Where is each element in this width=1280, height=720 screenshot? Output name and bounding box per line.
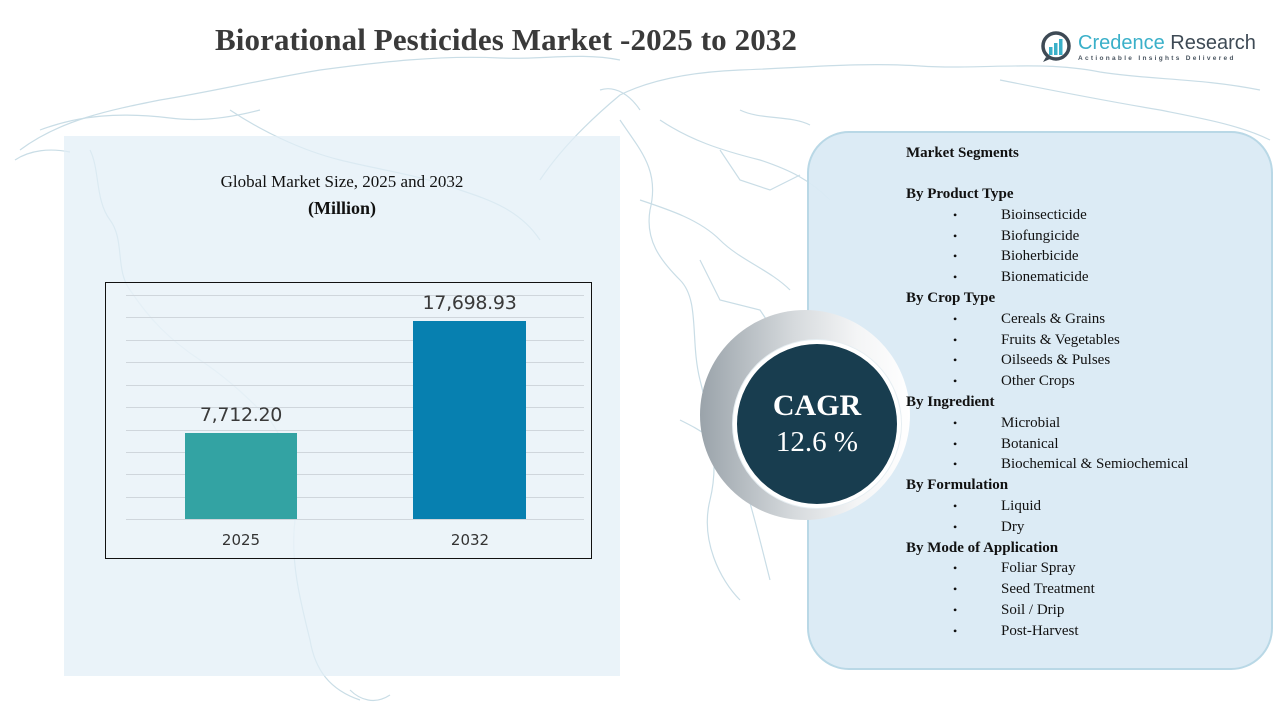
- bullet-icon: •: [953, 561, 958, 576]
- bullet-icon: •: [953, 436, 958, 451]
- bullet-icon: •: [953, 332, 958, 347]
- segment-item-label: Liquid: [1001, 497, 1041, 514]
- segment-list-item: • Foliar Spray: [906, 558, 1188, 579]
- segment-item-label: Fruits & Vegetables: [1001, 331, 1120, 348]
- segment-group-label: By Ingredient: [906, 393, 995, 410]
- bullet-icon: •: [953, 311, 958, 326]
- bullet-icon: •: [953, 498, 958, 513]
- bullet-icon: •: [953, 519, 958, 534]
- bullet-icon: •: [953, 270, 958, 285]
- page-title: Biorational Pesticides Market -2025 to 2…: [215, 22, 798, 57]
- segment-item-label: Bioherbicide: [1001, 248, 1079, 265]
- bullet-icon: •: [953, 228, 958, 243]
- segments-list: Market Segments By Product Type • Bioinsec…: [906, 143, 1188, 642]
- segment-item-label: Bionematicide: [1001, 269, 1089, 286]
- segment-group-label: By Product Type: [906, 186, 1014, 202]
- segment-list-item: • Other Crops: [906, 371, 1188, 392]
- bullet-icon: •: [953, 623, 958, 638]
- segment-group-label: By Mode of Application: [906, 539, 1059, 556]
- segment-item-label: Foliar Spray: [1001, 560, 1076, 577]
- chart-title-unit: (Million): [308, 198, 376, 218]
- segment-item-label: Post-Harvest: [1001, 622, 1079, 639]
- segment-item-label: Seed Treatment: [1001, 581, 1095, 598]
- segment-group-label: By Formulation: [906, 477, 1009, 494]
- segment-list-item: • Seed Treatment: [906, 579, 1188, 600]
- segment-list-item: • Bioherbicide: [906, 246, 1188, 267]
- segment-list-item: • Botanical: [906, 434, 1188, 455]
- logo-name-part1: Credence: [1078, 32, 1165, 54]
- segment-list-item: • Cereals & Grains: [906, 309, 1188, 330]
- x-axis-label-2032: 2032: [450, 531, 490, 549]
- logo-tagline: Actionable Insights Delivered: [1078, 55, 1236, 62]
- segment-list-item: • Biochemical & Semiochemical: [906, 454, 1188, 475]
- gridline: [126, 317, 584, 318]
- bar-chart: 7,712.20 17,698.93 2025 2032: [105, 282, 592, 559]
- gridline-baseline: [126, 519, 584, 520]
- segment-list-item: • Bionematicide: [906, 267, 1188, 288]
- bar-value-label-2032: 17,698.93: [422, 292, 517, 314]
- segment-item-label: Soil / Drip: [1001, 601, 1065, 618]
- segment-item-label: Other Crops: [1001, 373, 1075, 390]
- cagr-badge: CAGR 12.6 %: [733, 340, 901, 508]
- bullet-icon: •: [953, 374, 958, 389]
- segment-list-item: • Microbial: [906, 413, 1188, 434]
- cagr-value: 12.6 %: [775, 426, 859, 458]
- bullet-icon: •: [953, 457, 958, 472]
- segment-item-label: Bioinsecticide: [1001, 206, 1087, 223]
- segment-list-item: • Fruits & Vegetables: [906, 330, 1188, 351]
- chart-title: Global Market Size, 2025 and 2032 (Milli…: [0, 172, 684, 219]
- bullet-icon: •: [953, 207, 958, 222]
- cagr-label: CAGR: [772, 389, 862, 422]
- x-axis-label-2025: 2025: [221, 531, 261, 549]
- bar-2032[interactable]: [413, 321, 526, 519]
- bullet-icon: •: [953, 249, 958, 264]
- segment-item-label: Botanical: [1001, 435, 1059, 452]
- segment-item-label: Microbial: [1001, 414, 1061, 431]
- segment-list-item: • Biofungicide: [906, 226, 1188, 247]
- segment-list-item: • Liquid: [906, 496, 1188, 517]
- bar-2025[interactable]: [185, 433, 297, 519]
- segment-list-item: • Bioinsecticide: [906, 205, 1188, 226]
- bullet-icon: •: [953, 582, 958, 597]
- bar-value-label-2025: 7,712.20: [199, 404, 283, 426]
- segment-list-item: • Dry: [906, 517, 1188, 538]
- logo-name: Credence Research: [1078, 32, 1256, 54]
- segment-item-label: Biochemical & Semiochemical: [1001, 456, 1189, 473]
- bullet-icon: •: [953, 602, 958, 617]
- segment-group-label: By Crop Type: [906, 289, 996, 306]
- bullet-icon: •: [953, 415, 958, 430]
- segment-item-label: Cereals & Grains: [1001, 310, 1106, 327]
- segment-item-label: Biofungicide: [1001, 227, 1080, 244]
- segment-list-item: • Soil / Drip: [906, 600, 1188, 621]
- segment-list-item: • Post-Harvest: [906, 621, 1188, 642]
- brand-logo[interactable]: Credence Research Actionable Insights De…: [1040, 31, 1256, 63]
- segment-item-label: Oilseeds & Pulses: [1001, 352, 1111, 369]
- logo-name-part2: Research: [1164, 32, 1256, 54]
- chart-title-line1: Global Market Size, 2025 and 2032: [220, 172, 464, 191]
- bar-chart-magnifier-icon: [1041, 31, 1071, 62]
- segments-title: Market Segments: [906, 145, 1019, 161]
- bullet-icon: •: [953, 353, 958, 368]
- segment-item-label: Dry: [1001, 518, 1025, 535]
- segment-list-item: • Oilseeds & Pulses: [906, 350, 1188, 371]
